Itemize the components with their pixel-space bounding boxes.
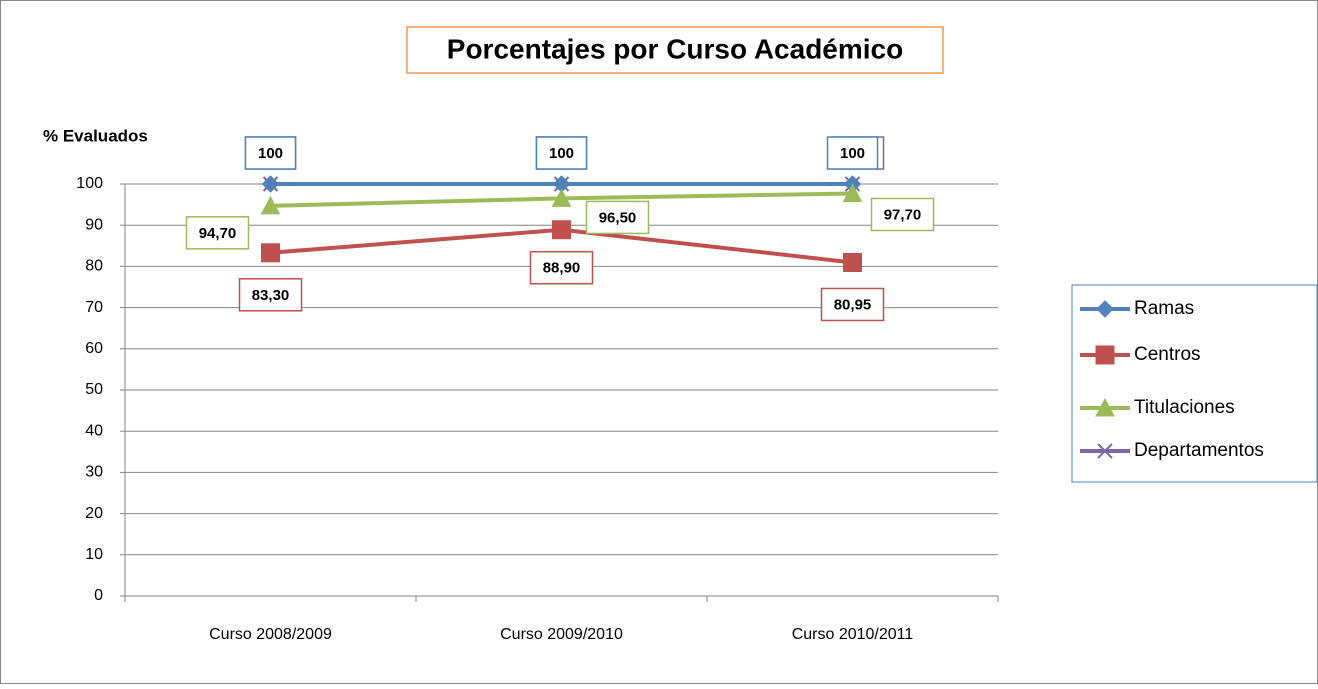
y-tick-label: 100: [76, 175, 103, 192]
label-box: [826, 136, 879, 170]
label-box: [185, 216, 250, 250]
y-tick-label: 40: [85, 422, 103, 439]
marker: [1096, 300, 1114, 318]
marker: [552, 220, 571, 240]
y-tick-label: 10: [85, 546, 103, 563]
title-box: [406, 26, 944, 74]
data-label: 88,90: [543, 260, 581, 277]
label-box: [870, 197, 935, 232]
data-label: 97,70: [884, 206, 922, 223]
label-box: [585, 200, 650, 235]
labels: 10010010010010010083,3088,9080,9594,7096…: [185, 136, 935, 322]
marker: [1095, 345, 1115, 365]
y-tick-label: 60: [85, 340, 103, 357]
y-tick-label: 80: [85, 258, 103, 275]
marker: [842, 183, 863, 202]
label-box: [820, 287, 885, 322]
x-tick-label: Curso 2010/2011: [792, 626, 914, 643]
data-label: 96,50: [599, 209, 637, 226]
marker: [843, 252, 862, 272]
marker: [260, 195, 281, 215]
data-label: 80,95: [834, 296, 872, 313]
y-tick-label: 0: [94, 587, 103, 604]
data-label: 100: [840, 145, 865, 162]
y-axis-title: % Evaluados: [43, 126, 148, 145]
data-label: 100: [549, 145, 574, 162]
y-tick-label: 30: [85, 464, 103, 481]
label-box: [529, 250, 594, 285]
marker: [1097, 443, 1113, 459]
chart-title: Porcentajes por Curso Académico: [447, 33, 903, 64]
legend-label: Ramas: [1134, 298, 1194, 319]
marker: [551, 188, 572, 207]
data-label: 100: [258, 145, 283, 162]
y-tick-label: 90: [85, 216, 103, 233]
marker: [261, 243, 280, 263]
label-box: [535, 136, 588, 170]
marker: [261, 175, 280, 193]
label-box: [238, 278, 303, 312]
x-tick-label: Curso 2009/2010: [500, 626, 623, 643]
data-label: 83,30: [252, 287, 290, 304]
y-tick-label: 50: [85, 381, 103, 398]
marker: [1095, 397, 1115, 417]
label-box: [244, 136, 297, 170]
legend-label: Departamentos: [1134, 440, 1264, 461]
legend-label: Titulaciones: [1134, 397, 1235, 418]
legend-label: Centros: [1134, 344, 1201, 365]
y-tick-label: 20: [85, 505, 103, 522]
y-tick-label: 70: [85, 299, 103, 316]
lines: [260, 175, 863, 272]
x-tick-label: Curso 2008/2009: [209, 626, 332, 643]
data-label: 94,70: [199, 225, 237, 242]
